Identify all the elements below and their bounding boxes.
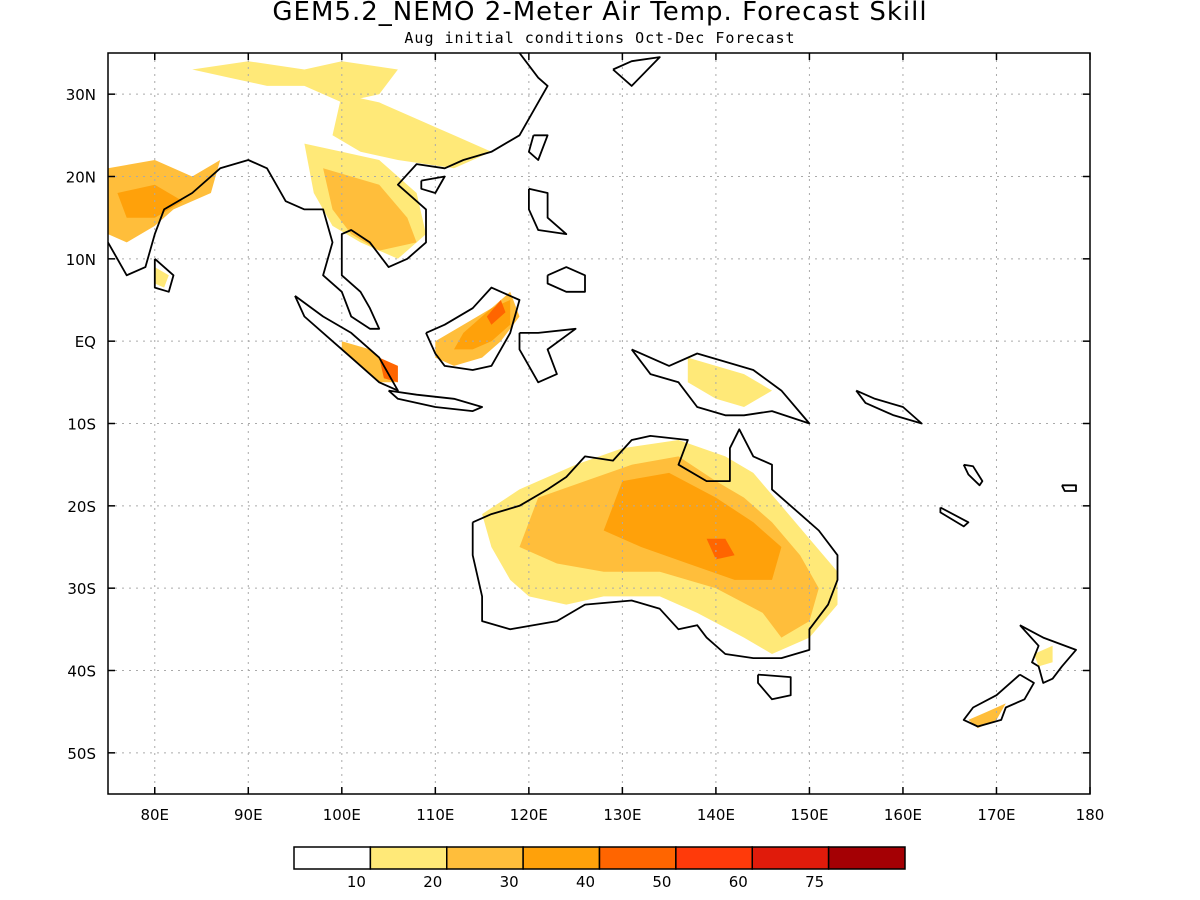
- coastline-new-guinea: [630, 348, 811, 425]
- coastline-india-coast: [108, 53, 549, 330]
- skill-region-sri-lanka: [154, 267, 169, 288]
- colorbar-swatch: [751, 846, 830, 870]
- coastline-philippines-mindanao: [546, 266, 586, 293]
- skill-region-new-guinea: [687, 357, 772, 407]
- lon-tick-label: 150E: [790, 806, 828, 824]
- skill-shading-layer: [108, 61, 1053, 729]
- coastlines-layer: [108, 53, 1077, 728]
- lon-tick-label: 130E: [603, 806, 641, 824]
- chart-subtitle: Aug initial conditions Oct-Dec Forecast: [404, 29, 796, 47]
- colorbar-swatch: [827, 846, 906, 870]
- lon-tick-label: 120E: [510, 806, 548, 824]
- gridlines: [108, 53, 1090, 794]
- colorbar-label: 30: [500, 873, 519, 891]
- colorbar-label: 40: [576, 873, 595, 891]
- lon-tick-label: 170E: [977, 806, 1015, 824]
- coastline-tasmania: [757, 673, 792, 701]
- colorbar: 10 20 30 40 50 60 75: [293, 846, 906, 891]
- colorbar-label: 50: [652, 873, 671, 891]
- colorbar-label: 20: [423, 873, 442, 891]
- skill-region-china-south: [332, 94, 492, 169]
- coastline-sulawesi: [518, 327, 577, 384]
- lat-tick-label: 10N: [66, 251, 96, 269]
- coastline-sri-lanka: [153, 258, 175, 293]
- coastline-australia: [471, 428, 839, 659]
- skill-region-tibet-north: [192, 61, 398, 103]
- coastline-java: [388, 389, 484, 413]
- lon-tick-label: 90E: [234, 806, 263, 824]
- coastline-solomons: [855, 389, 923, 425]
- lon-tick-label: 80E: [140, 806, 169, 824]
- skill-region-new-zealand-north: [1033, 645, 1053, 667]
- colorbar-label: 60: [729, 873, 748, 891]
- coastline-fiji: [1061, 484, 1077, 492]
- skill-region-india-core: [117, 184, 183, 218]
- lon-tick-label: 180: [1076, 806, 1105, 824]
- colorbar-label: 75: [805, 873, 824, 891]
- chart-title: GEM5.2_NEMO 2-Meter Air Temp. Forecast S…: [272, 0, 928, 27]
- colorbar-swatch: [446, 846, 524, 870]
- coastline-hainan: [420, 175, 446, 194]
- skill-region-sumatra-core: [379, 357, 398, 383]
- lat-tick-label: 30N: [66, 86, 96, 104]
- lon-tick-label: 110E: [416, 806, 454, 824]
- colorbar-swatch: [675, 846, 753, 870]
- lat-tick-label: EQ: [75, 333, 96, 351]
- lat-tick-label: 20S: [67, 498, 96, 516]
- coastline-borneo: [425, 286, 521, 371]
- lon-tick-label: 140E: [697, 806, 735, 824]
- colorbar-swatch: [522, 846, 601, 870]
- coastline-japan-kyushu: [612, 56, 661, 87]
- coastline-sumatra: [294, 295, 399, 392]
- lon-tick-label: 160E: [884, 806, 922, 824]
- lat-tick-label: 50S: [67, 745, 96, 763]
- lat-tick-label: 30S: [67, 580, 96, 598]
- skill-region-indochina-core: [323, 168, 417, 251]
- axis-ticks: 30N 20N 10N EQ 10S 20S 30S 40S 50S 80E 90E 100E 110E…: [66, 53, 1105, 824]
- skill-region-australia-inner: [603, 472, 782, 580]
- colorbar-swatch: [598, 846, 677, 870]
- skill-region-new-zealand: [968, 703, 1006, 729]
- lon-tick-label: 100E: [323, 806, 361, 824]
- skill-region-borneo-peak: [486, 300, 506, 325]
- colorbar-swatch: [369, 846, 448, 870]
- colorbar-swatch: [293, 846, 372, 870]
- lat-tick-label: 20N: [66, 169, 96, 187]
- coastline-vanuatu: [962, 463, 984, 487]
- coastline-philippines-luzon: [528, 187, 568, 236]
- lat-tick-label: 40S: [67, 663, 96, 681]
- coastline-nz-south: [962, 673, 1035, 728]
- colorbar-label: 10: [347, 873, 366, 891]
- coastline-new-caledonia: [939, 506, 970, 528]
- lat-tick-label: 10S: [67, 416, 96, 434]
- skill-region-australia-peak: [706, 538, 735, 560]
- coastline-taiwan: [528, 134, 549, 161]
- coastline-nz-north: [1019, 624, 1077, 684]
